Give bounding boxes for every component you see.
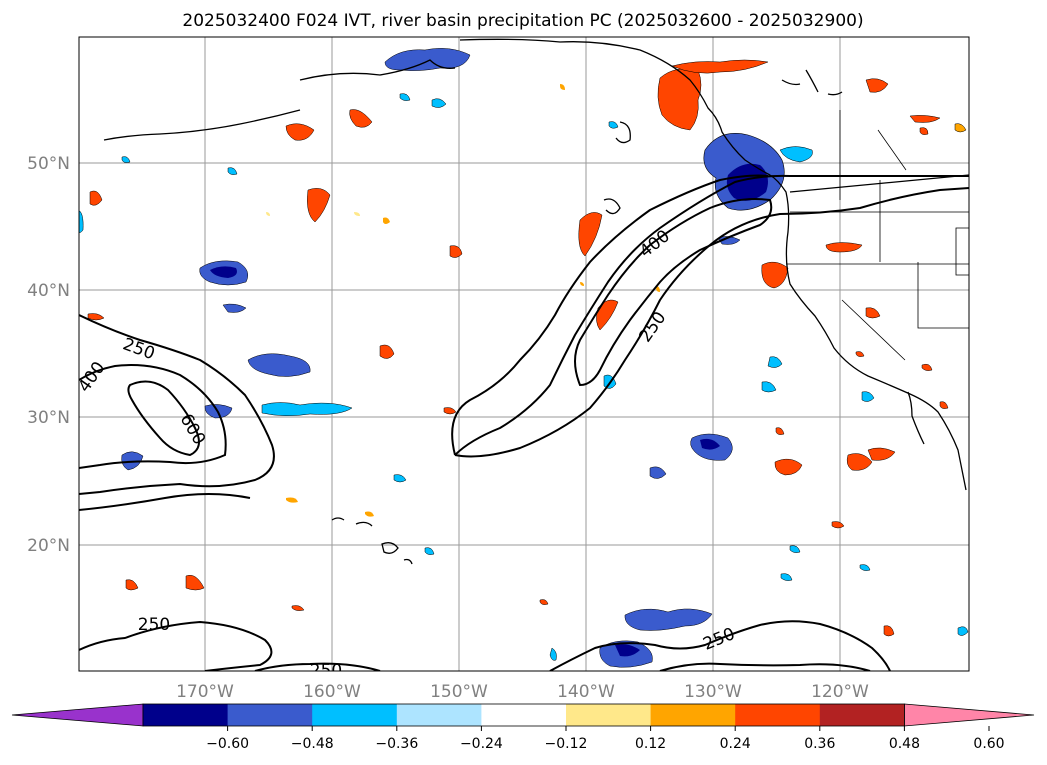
- colorbar-tick-label: −0.60: [206, 736, 249, 752]
- lon-label: 120°W: [811, 682, 869, 702]
- state-borders: [786, 110, 969, 361]
- colorbar-segment: [566, 704, 652, 726]
- colorbar-tick-label: −0.12: [545, 736, 588, 752]
- colorbar-segment: [735, 704, 821, 726]
- map-title: 2025032400 F024 IVT, river basin precipi…: [182, 11, 863, 31]
- colorbar-segment: [650, 704, 736, 726]
- colorbar-segment: [481, 704, 567, 726]
- ivt-contours: [79, 174, 969, 671]
- colorbar-segment: [227, 704, 313, 726]
- colorbar-extend-low: [11, 703, 144, 727]
- lon-label: 150°W: [430, 682, 488, 702]
- latitude-labels: 50°N 40°N 30°N 20°N: [27, 154, 70, 556]
- colorbar-tick-label: −0.36: [375, 736, 418, 752]
- lat-label: 20°N: [27, 536, 70, 556]
- colorbar-tick-label: −0.24: [460, 736, 503, 752]
- lat-label: 40°N: [27, 281, 70, 301]
- colorbar-tick-label: 0.12: [635, 736, 666, 752]
- map-frame: [78, 36, 970, 672]
- negative-anomaly-aleutian: [384, 48, 471, 71]
- lat-label: 50°N: [27, 154, 70, 174]
- contour-label: 250: [138, 615, 170, 635]
- lon-label: 130°W: [684, 682, 742, 702]
- colorbar-extend-high: [904, 703, 1035, 727]
- colorbar-segment: [312, 704, 398, 726]
- negative-anomaly-nw-coast: [703, 133, 813, 211]
- map-area: [79, 37, 969, 671]
- lon-label: 140°W: [557, 682, 615, 702]
- contour-label: 250: [310, 661, 342, 681]
- colorbar-tick-label: 0.36: [804, 736, 835, 752]
- coastlines: [103, 38, 969, 565]
- lat-label: 30°N: [27, 408, 70, 428]
- precip-anomaly-fills: [79, 48, 969, 668]
- colorbar-tick-label: 0.60: [973, 736, 1004, 752]
- colorbar-segment: [143, 704, 229, 726]
- colorbar-segment: [396, 704, 482, 726]
- colorbar-tick-label: −0.48: [291, 736, 334, 752]
- lon-label: 160°W: [303, 682, 361, 702]
- colorbar-tick-label: 0.24: [720, 736, 751, 752]
- colorbar-tick-label: 0.48: [889, 736, 920, 752]
- colorbar-outline: [142, 703, 905, 727]
- lon-label: 170°W: [176, 682, 234, 702]
- longitude-labels: 170°W 160°W 150°W 140°W 130°W 120°W: [176, 682, 869, 702]
- colorbar: −0.60 −0.48 −0.36 −0.24 −0.12 0.12 0.24 0.36 0.4…: [11, 703, 1035, 752]
- colorbar-segment: [819, 704, 905, 726]
